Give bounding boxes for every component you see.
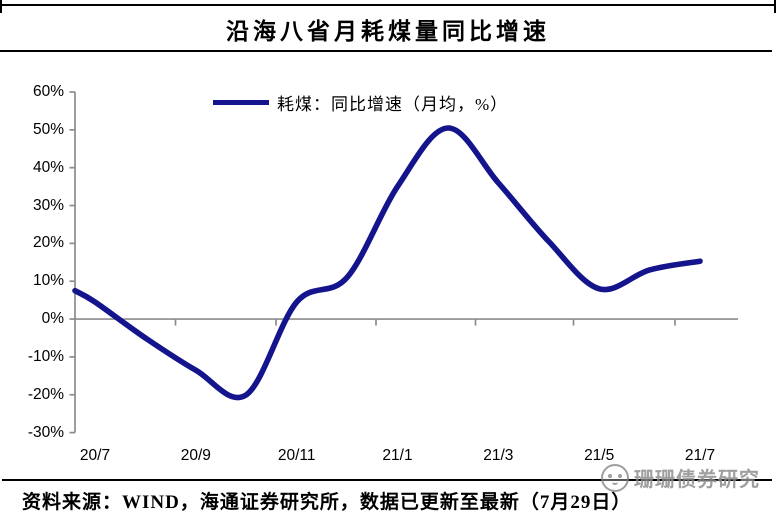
watermark-text: 珊珊债券研究 <box>634 469 760 491</box>
x-axis-label: 20/11 <box>277 447 316 464</box>
y-axis-label: -20% <box>27 385 64 403</box>
axes <box>69 91 738 434</box>
y-axis-label: -30% <box>27 423 64 441</box>
y-axis-label: -10% <box>27 347 64 365</box>
x-axis-label: 21/5 <box>584 447 615 464</box>
source-note: 资料来源：WIND，海通证券研究所，数据已更新至最新（7月29日） <box>22 492 632 513</box>
cat-face-logo-icon <box>601 463 629 492</box>
x-axis-label: 20/9 <box>180 447 211 464</box>
footer-rule <box>2 479 772 481</box>
x-axis-label: 21/3 <box>483 447 514 464</box>
y-axis-label: 60% <box>32 83 64 100</box>
title-underline-rule <box>0 50 772 52</box>
legend-line-marker <box>213 100 269 105</box>
coal-growth-line <box>72 125 703 401</box>
y-axis-label: 0% <box>41 310 64 328</box>
y-axis-label: 10% <box>32 272 64 290</box>
legend-label: 耗煤：同比增速（月均，%） <box>277 95 509 114</box>
frame-stub-left <box>0 0 2 13</box>
y-axis-label: 30% <box>32 196 64 214</box>
frame-stub-right <box>774 0 776 13</box>
y-axis-label: 40% <box>32 158 64 176</box>
x-axis-label: 21/1 <box>382 447 413 464</box>
y-axis-label: 20% <box>32 234 64 252</box>
x-axis-label: 21/7 <box>684 447 716 464</box>
series-line <box>72 125 703 401</box>
x-axis-label: 20/7 <box>79 447 111 464</box>
watermark: 珊珊债券研究 <box>601 463 760 492</box>
top-border-rule <box>0 4 776 6</box>
y-axis-label: 50% <box>32 120 64 138</box>
legend: 耗煤：同比增速（月均，%） <box>213 90 508 115</box>
page-title: 沿海八省月耗煤量同比增速 <box>226 19 550 44</box>
